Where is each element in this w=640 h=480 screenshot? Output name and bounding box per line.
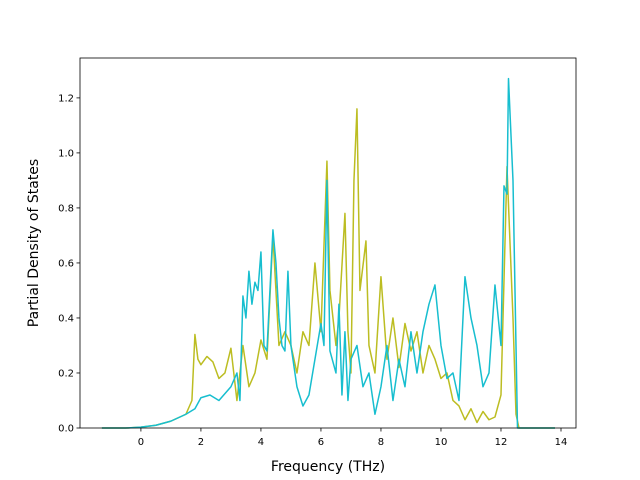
x-tick-label: 12	[495, 437, 508, 448]
x-tick-label: 14	[555, 437, 568, 448]
x-tick-label: 4	[258, 437, 264, 448]
x-tick-label: 10	[435, 437, 448, 448]
y-tick-label: 0.8	[58, 203, 74, 214]
plot-frame	[79, 57, 577, 429]
y-axis-label: Partial Density of States	[26, 159, 42, 327]
x-axis-label: Frequency (THz)	[271, 459, 385, 475]
series-line	[101, 108, 555, 429]
y-tick-label: 0.2	[58, 368, 74, 379]
x-tick-label: 6	[318, 437, 324, 448]
x-tick-label: 0	[138, 437, 144, 448]
y-tick-label: 1.0	[58, 148, 74, 159]
y-tick-label: 0.4	[58, 313, 74, 324]
y-tick-label: 0.6	[58, 258, 74, 269]
y-tick-label: 1.2	[58, 93, 74, 104]
series-line	[101, 77, 555, 429]
x-tick-label: 2	[198, 437, 204, 448]
x-tick-label: 8	[378, 437, 384, 448]
y-tick-label: 0.0	[58, 424, 74, 435]
